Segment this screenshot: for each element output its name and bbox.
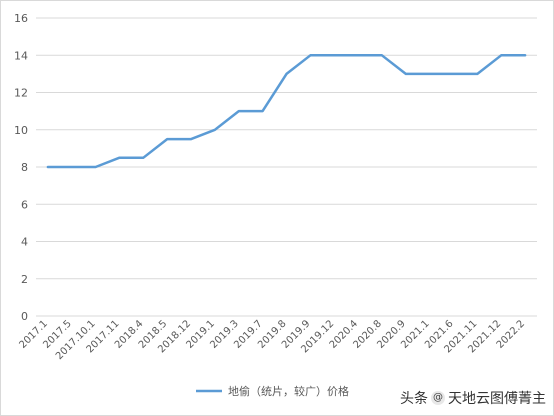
y-tick-label: 16 [14,12,28,25]
watermark-prefix: 头条 [400,391,428,407]
y-tick-label: 10 [14,124,28,137]
legend-label: 地偷（统片，较广）价格 [228,384,349,398]
y-tick-label: 4 [21,236,28,249]
watermark-at: @ [431,391,445,405]
y-tick-label: 12 [14,87,28,100]
y-tick-label: 14 [14,49,28,62]
y-tick-label: 2 [21,273,28,286]
watermark-text: 天地云图傅菁主 [448,391,546,407]
series-line [46,54,527,169]
y-tick-label: 8 [21,161,28,174]
y-tick-label: 0 [21,310,28,323]
watermark: 头条 @ 天地云图傅菁主 [400,388,546,408]
y-tick-label: 6 [21,198,28,211]
